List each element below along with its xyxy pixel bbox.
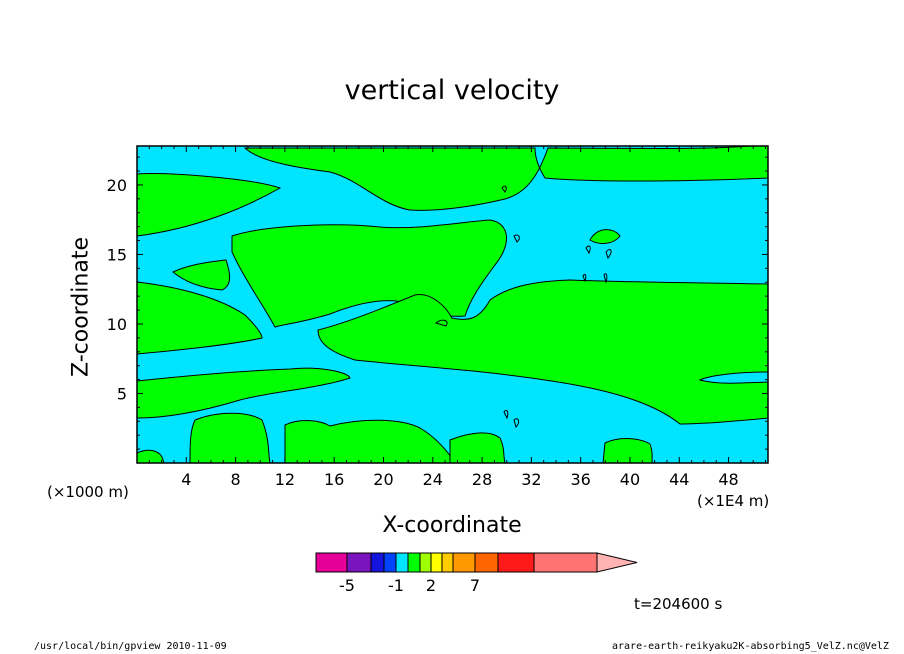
colorbar-segment: [419, 552, 432, 573]
colorbar-tick-label: -1: [388, 576, 404, 595]
x-tick-label: 36: [570, 470, 590, 489]
colorbar-segment: [474, 552, 499, 573]
contour-cell: [589, 229, 621, 244]
colorbar-segment: [430, 552, 443, 573]
x-unit-left: (×1000 m): [47, 483, 129, 501]
positive-region: [449, 432, 506, 463]
colorbar-tick-label: -5: [339, 576, 355, 595]
x-tick-label: 44: [669, 470, 689, 489]
footer-right: arare-earth-reikyaku2K-absorbing5_VelZ.n…: [612, 641, 889, 652]
positive-region: [602, 438, 653, 463]
x-tick-label: 4: [181, 470, 191, 489]
contour-cell: [434, 319, 448, 327]
contour-cell: [503, 409, 509, 420]
x-tick-label: 8: [231, 470, 241, 489]
x-tick-label: 12: [275, 470, 295, 489]
x-tick-label: 24: [423, 470, 443, 489]
contour-cell: [513, 234, 520, 243]
positive-region: [137, 367, 351, 419]
contour-cell: [513, 418, 520, 428]
x-tick-label: 40: [620, 470, 640, 489]
contour-cell: [501, 185, 507, 193]
positive-region: [137, 281, 263, 355]
x-tick-label: 20: [373, 470, 393, 489]
x-tick-label: 16: [324, 470, 344, 489]
time-label: t=204600 s: [634, 595, 723, 613]
colorbar-segment: [497, 552, 535, 573]
positive-region: [137, 173, 282, 237]
y-tick-label: 10: [107, 315, 127, 334]
colorbar-segment: [346, 552, 372, 573]
y-tick-label: 15: [107, 245, 127, 264]
colorbar-arrow: [596, 552, 638, 573]
x-tick-label: 28: [472, 470, 492, 489]
contour-cell: [603, 273, 608, 284]
contour-cell: [605, 249, 612, 260]
x-tick-label: 48: [718, 470, 738, 489]
colorbar-segment: [315, 552, 348, 573]
positive-region: [231, 219, 507, 328]
colorbar-segment: [533, 552, 598, 573]
footer-left: /usr/local/bin/gpview 2010-11-09: [34, 641, 227, 652]
x-axis-label: X-coordinate: [382, 513, 522, 538]
colorbar-tick-label: 2: [426, 576, 436, 595]
contour-cell: [585, 245, 591, 255]
positive-region: [284, 419, 456, 463]
colorbar-segment: [441, 552, 454, 573]
colorbar-segment: [383, 552, 397, 573]
colorbar-segment: [395, 552, 409, 573]
y-tick-label: 5: [117, 384, 127, 403]
x-tick-label: 32: [521, 470, 541, 489]
positive-region: [172, 259, 231, 291]
positive-region: [189, 412, 271, 463]
positive-region: [317, 279, 768, 425]
contour-cell: [582, 273, 587, 283]
colorbar-tick-label: 7: [470, 576, 480, 595]
y-tick-label: 20: [107, 176, 127, 195]
positive-region: [243, 146, 768, 211]
plot-frame: [136, 145, 769, 464]
chart-title: vertical velocity: [344, 75, 560, 106]
colorbar-segment: [452, 552, 476, 573]
x-unit-right: (×1E4 m): [697, 492, 770, 510]
colorbar-segment: [370, 552, 385, 573]
colorbar-segment: [407, 552, 421, 573]
